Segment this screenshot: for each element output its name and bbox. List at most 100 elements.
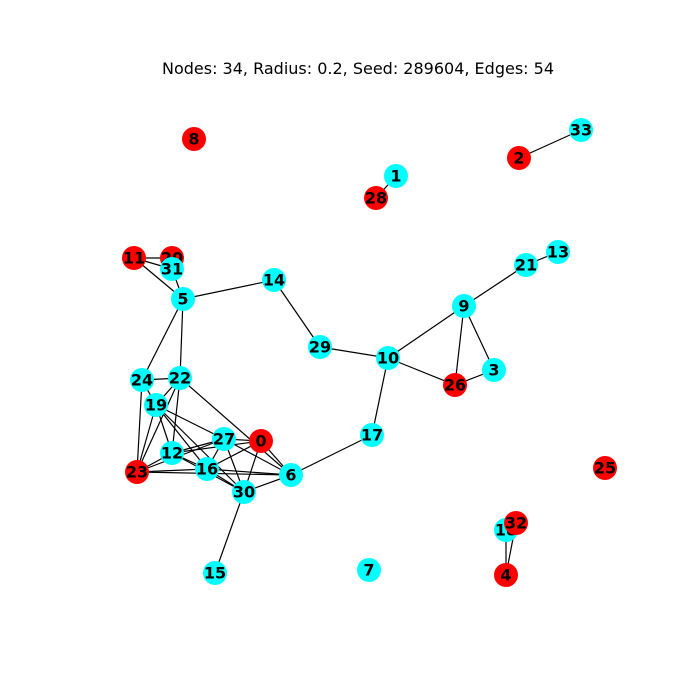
edge-21-9 [463, 264, 527, 307]
node-31: 31 [160, 257, 184, 281]
node-24: 24 [130, 368, 154, 392]
edge-10-17 [371, 357, 389, 436]
node-30: 30 [232, 480, 256, 504]
node-circle-13 [546, 240, 570, 264]
node-22: 22 [168, 366, 192, 390]
node-circle-24 [130, 368, 154, 392]
node-circle-11 [122, 246, 146, 270]
node-circle-29 [308, 335, 332, 359]
node-layer: 0123456789101112131415161718192021222324… [122, 118, 617, 587]
node-15: 15 [203, 561, 227, 585]
node-circle-21 [514, 253, 538, 277]
node-label-12: 12 [161, 444, 183, 463]
node-5: 5 [171, 287, 195, 311]
node-circle-2 [507, 146, 531, 170]
edge-5-22 [179, 298, 184, 379]
node-label-27: 27 [213, 430, 235, 449]
node-label-14: 14 [263, 271, 285, 290]
node-circle-6 [279, 463, 303, 487]
node-1: 1 [384, 164, 408, 188]
edge-19-27 [155, 404, 225, 440]
node-circle-3 [482, 358, 506, 382]
node-circle-4 [494, 563, 518, 587]
node-17: 17 [360, 423, 384, 447]
node-label-5: 5 [177, 290, 188, 309]
node-circle-22 [168, 366, 192, 390]
node-25: 25 [593, 456, 617, 480]
node-label-30: 30 [233, 483, 255, 502]
node-32: 32 [504, 511, 528, 535]
node-circle-25 [593, 456, 617, 480]
node-label-11: 11 [123, 249, 145, 268]
node-6: 6 [279, 463, 303, 487]
node-label-24: 24 [131, 371, 153, 390]
node-circle-23 [125, 460, 149, 484]
node-label-32: 32 [505, 514, 527, 533]
node-circle-10 [376, 346, 400, 370]
node-label-22: 22 [169, 369, 191, 388]
node-33: 33 [569, 118, 593, 142]
node-19: 19 [144, 393, 168, 417]
node-circle-7 [357, 558, 381, 582]
node-12: 12 [160, 441, 184, 465]
node-27: 27 [212, 427, 236, 451]
node-circle-28 [364, 186, 388, 210]
node-28: 28 [364, 186, 388, 210]
edge-9-26 [454, 305, 465, 386]
node-circle-14 [262, 268, 286, 292]
node-29: 29 [308, 335, 332, 359]
node-circle-1 [384, 164, 408, 188]
edge-layer [133, 129, 582, 576]
edge-27-6 [223, 438, 292, 476]
node-circle-17 [360, 423, 384, 447]
edge-16-6 [206, 468, 292, 476]
node-11: 11 [122, 246, 146, 270]
edge-5-14 [182, 279, 275, 300]
node-2: 2 [507, 146, 531, 170]
edge-9-10 [387, 305, 465, 359]
node-circle-15 [203, 561, 227, 585]
node-10: 10 [376, 346, 400, 370]
node-circle-26 [443, 373, 467, 397]
edge-10-26 [387, 357, 456, 386]
node-4: 4 [494, 563, 518, 587]
node-label-29: 29 [309, 338, 331, 357]
node-circle-30 [232, 480, 256, 504]
node-label-8: 8 [188, 130, 199, 149]
node-label-23: 23 [126, 463, 148, 482]
node-circle-16 [195, 457, 219, 481]
node-label-3: 3 [488, 361, 499, 380]
node-label-9: 9 [458, 297, 469, 316]
node-circle-9 [452, 294, 476, 318]
node-26: 26 [443, 373, 467, 397]
node-label-21: 21 [515, 256, 537, 275]
edge-19-16 [155, 404, 208, 470]
edge-24-23 [136, 379, 143, 473]
node-circle-31 [160, 257, 184, 281]
node-label-15: 15 [204, 564, 226, 583]
edge-22-23 [136, 377, 181, 473]
node-circle-27 [212, 427, 236, 451]
node-13: 13 [546, 240, 570, 264]
node-label-19: 19 [145, 396, 167, 415]
node-8: 8 [182, 127, 206, 151]
node-23: 23 [125, 460, 149, 484]
node-0: 0 [249, 429, 273, 453]
node-label-13: 13 [547, 243, 569, 262]
edge-14-29 [273, 279, 321, 348]
node-3: 3 [482, 358, 506, 382]
node-circle-33 [569, 118, 593, 142]
node-label-0: 0 [255, 432, 266, 451]
node-14: 14 [262, 268, 286, 292]
node-circle-32 [504, 511, 528, 535]
node-label-16: 16 [196, 460, 218, 479]
edge-5-24 [141, 298, 184, 381]
node-label-25: 25 [594, 459, 616, 478]
node-circle-19 [144, 393, 168, 417]
node-7: 7 [357, 558, 381, 582]
node-circle-8 [182, 127, 206, 151]
edge-22-6 [179, 377, 292, 476]
node-label-26: 26 [444, 376, 466, 395]
node-21: 21 [514, 253, 538, 277]
